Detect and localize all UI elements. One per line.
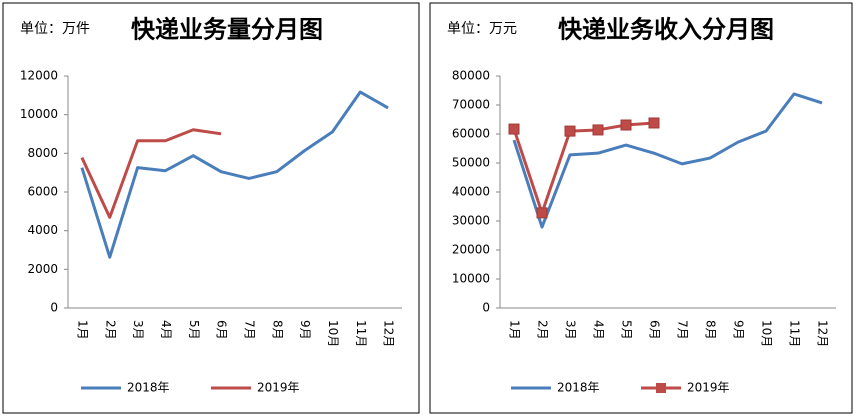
y-tick-label: 70000	[452, 98, 490, 112]
chart-title: 快递业务收入分月图	[558, 15, 774, 44]
x-tick-label: 7月	[676, 320, 690, 340]
series-line	[80, 90, 389, 259]
unit-label: 单位：万元	[447, 21, 517, 37]
x-tick-label: 9月	[298, 320, 312, 340]
chart-title: 快递业务量分月图	[131, 15, 323, 44]
x-tick-label: 9月	[732, 320, 746, 340]
unit-label: 单位：万件	[20, 21, 90, 37]
x-tick-label: 6月	[215, 320, 229, 340]
x-tick-label: 4月	[159, 320, 173, 340]
legend-label: 2019年	[257, 381, 300, 395]
x-tick-label: 2月	[103, 320, 117, 340]
y-tick-label: 20000	[452, 243, 490, 257]
marker	[620, 119, 632, 131]
marker	[508, 123, 520, 135]
x-tick-label: 10月	[326, 320, 340, 347]
x-tick-label: 8月	[704, 320, 718, 340]
x-tick-label: 5月	[187, 320, 201, 340]
y-tick-label: 6000	[27, 185, 58, 199]
x-tick-label: 10月	[760, 320, 774, 347]
y-tick-label: 50000	[452, 156, 490, 170]
marker	[536, 207, 548, 219]
legend-label: 2018年	[557, 381, 600, 395]
series-line	[80, 128, 222, 219]
y-tick-label: 30000	[452, 214, 490, 228]
series-line	[512, 92, 823, 229]
y-tick-label: 10000	[20, 107, 58, 121]
x-tick-label: 11月	[354, 320, 368, 347]
y-tick-label: 12000	[20, 69, 58, 83]
panel-border	[2, 2, 420, 414]
x-tick-label: 1月	[508, 320, 522, 340]
y-tick-label: 8000	[27, 146, 58, 160]
x-tick-label: 3月	[131, 320, 145, 340]
y-tick-label: 2000	[27, 262, 58, 276]
series-line	[512, 121, 655, 215]
x-tick-label: 2月	[536, 320, 550, 340]
x-tick-label: 6月	[648, 320, 662, 340]
y-tick-label: 60000	[452, 127, 490, 141]
x-tick-label: 1月	[75, 320, 89, 340]
y-tick-label: 80000	[452, 69, 490, 83]
x-tick-label: 5月	[620, 320, 634, 340]
x-tick-label: 8月	[270, 320, 284, 340]
x-tick-label: 11月	[788, 320, 802, 347]
y-tick-label: 10000	[452, 272, 490, 286]
marker	[648, 117, 660, 129]
x-tick-label: 12月	[816, 320, 830, 347]
legend-label: 2019年	[687, 381, 730, 395]
x-tick-label: 3月	[564, 320, 578, 340]
x-tick-label: 4月	[592, 320, 606, 340]
legend-label: 2018年	[127, 381, 170, 395]
y-tick-label: 40000	[452, 185, 490, 199]
marker	[564, 125, 576, 137]
panel-border	[429, 2, 853, 414]
x-tick-label: 12月	[382, 320, 396, 347]
y-tick-label: 0	[482, 301, 490, 315]
y-tick-label: 0	[50, 301, 58, 315]
y-tick-label: 4000	[27, 223, 58, 237]
marker	[592, 124, 604, 136]
x-tick-label: 7月	[242, 320, 256, 340]
legend-marker	[656, 383, 666, 393]
